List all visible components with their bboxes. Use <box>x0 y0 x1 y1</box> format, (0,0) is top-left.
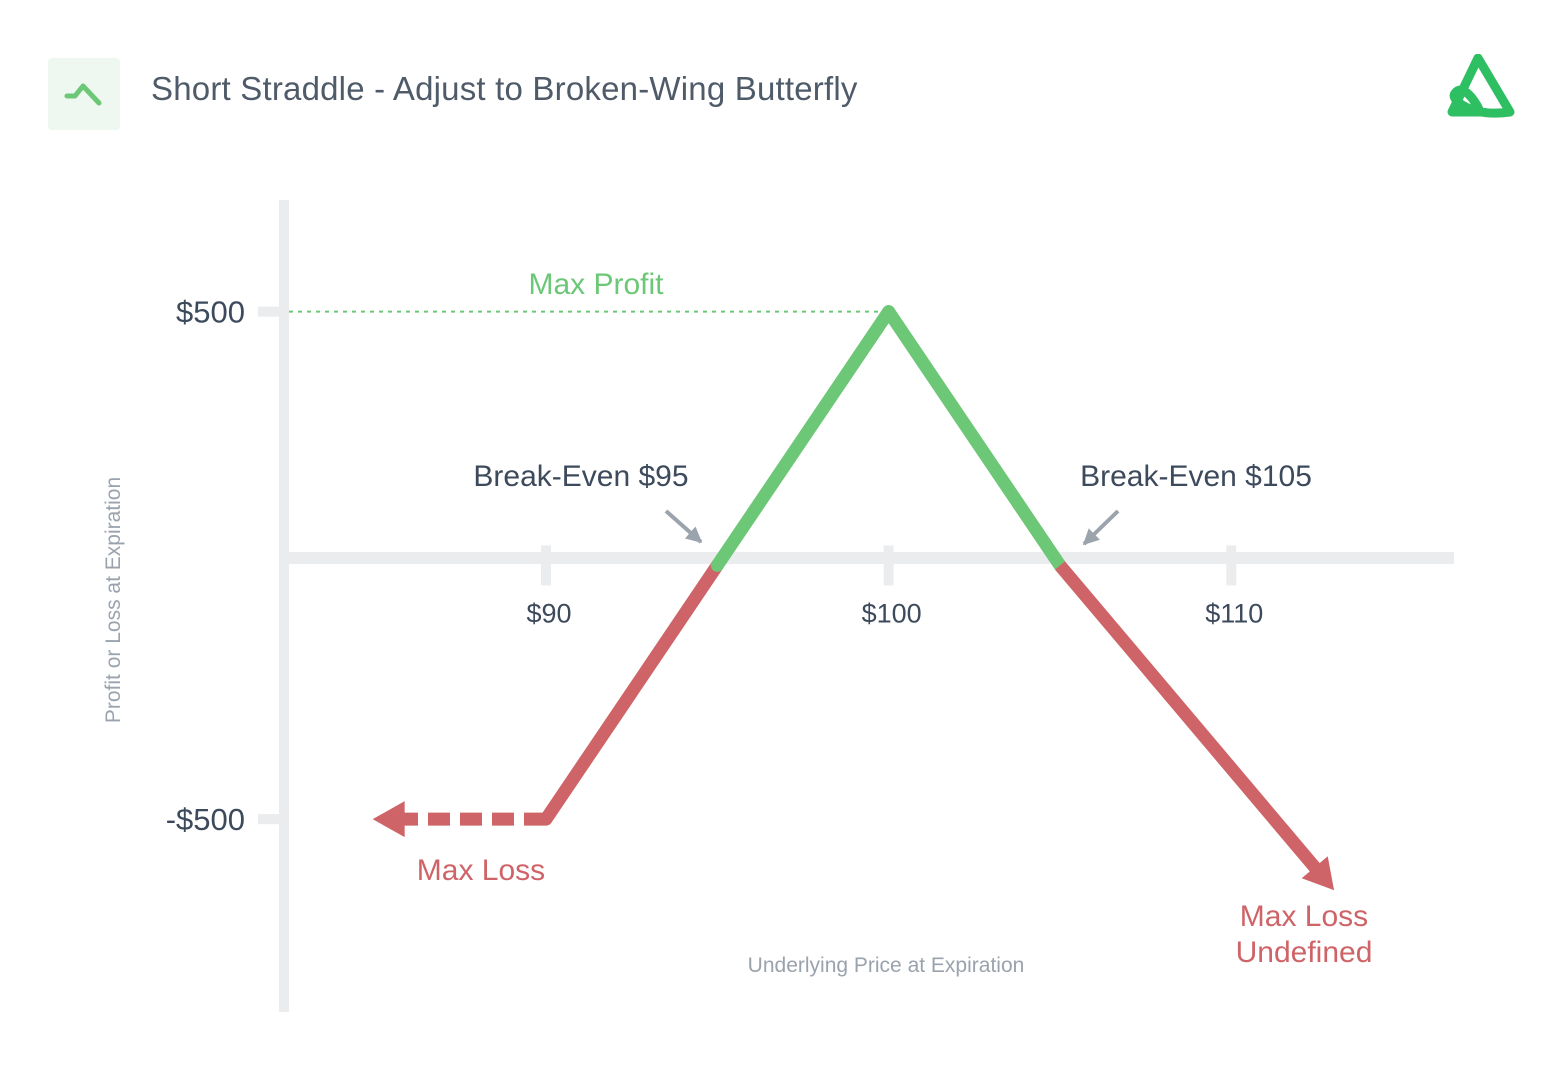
y-axis-title: Profit or Loss at Expiration <box>102 477 125 723</box>
break-even-low-label: Break-Even $95 <box>473 460 688 493</box>
y-tick-mark <box>258 306 289 317</box>
x-axis <box>289 552 1454 564</box>
payoff-arrowhead <box>1301 856 1335 891</box>
y-tick-label: -$500 <box>166 802 245 837</box>
x-tick-mark <box>540 545 551 586</box>
payoff-segment-profit <box>882 305 1067 572</box>
max-loss-undefined-line1: Max Loss <box>1240 900 1368 933</box>
break-even-high-arrow <box>1082 509 1120 546</box>
trend-line-icon <box>64 83 102 106</box>
x-axis-title: Underlying Price at Expiration <box>748 954 1025 977</box>
max-loss-arrowhead <box>372 801 405 838</box>
y-axis <box>279 200 289 1012</box>
max-loss-label: Max Loss <box>417 854 545 887</box>
y-tick-label: $500 <box>176 295 245 330</box>
x-tick-mark <box>883 545 894 586</box>
x-tick-label: $110 <box>1205 598 1263 628</box>
payoff-segment-loss <box>539 558 724 826</box>
x-tick-mark <box>1226 545 1237 586</box>
brand-logo-icon <box>1447 54 1515 118</box>
x-tick-label: $100 <box>862 598 922 628</box>
max-profit-label: Max Profit <box>528 268 664 301</box>
payoff-segment-loss <box>1054 561 1324 877</box>
max-loss-undefined-line2: Undefined <box>1236 936 1373 969</box>
x-tick-label: $90 <box>526 598 571 628</box>
header-badge <box>48 58 120 130</box>
y-tick-mark <box>258 814 289 825</box>
payoff-segment-profit <box>710 305 896 572</box>
page-title: Short Straddle - Adjust to Broken-Wing B… <box>151 70 858 107</box>
break-even-high-label: Break-Even $105 <box>1080 460 1312 493</box>
break-even-low-arrow <box>664 509 703 544</box>
